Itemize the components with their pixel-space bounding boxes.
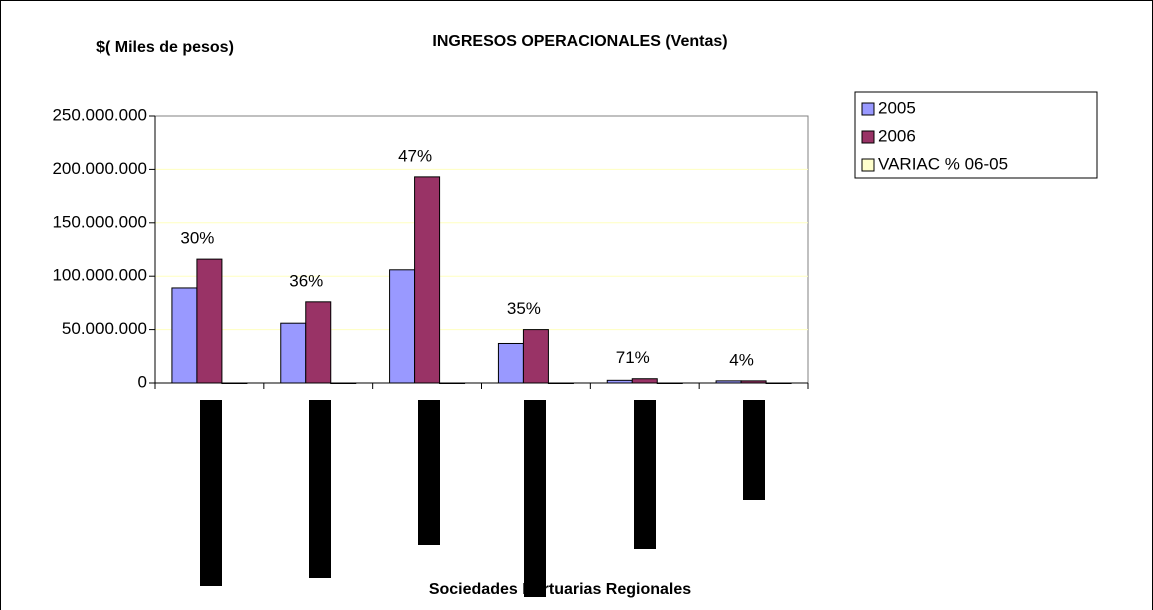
bar (656, 382, 683, 384)
x-axis-title: Sociedades Portuarias Regionales (429, 581, 691, 598)
bar (389, 269, 416, 384)
bar (280, 322, 307, 384)
y-axis-title: $( Miles de pesos) (96, 39, 234, 56)
chart-title: INGRESOS OPERACIONALES (Ventas) (432, 33, 727, 50)
legend-swatch (861, 102, 875, 116)
bar (765, 382, 792, 384)
y-tick-label: 50.000.000 (62, 319, 147, 338)
bar (740, 380, 767, 384)
legend-swatch (861, 130, 875, 144)
bar (497, 342, 524, 384)
label-block (309, 400, 331, 578)
bar (330, 382, 357, 384)
data-label: 4% (729, 350, 754, 369)
category-label-blocks (200, 400, 765, 597)
legend-label: VARIAC % 06-05 (878, 154, 1008, 173)
bar (522, 329, 549, 384)
label-block (200, 400, 222, 586)
bar (221, 382, 248, 384)
label-block (418, 400, 440, 545)
bar (439, 382, 466, 384)
bar (547, 382, 574, 384)
data-label: 71% (616, 348, 650, 367)
bar (196, 258, 223, 384)
bar (715, 380, 742, 384)
legend-label: 2006 (878, 126, 916, 145)
y-tick-label: 100.000.000 (52, 266, 147, 285)
legend-swatch (861, 158, 875, 172)
bar (414, 176, 441, 384)
bar (171, 287, 198, 384)
bar (606, 379, 633, 384)
data-label: 36% (289, 271, 323, 290)
data-label: 47% (398, 146, 432, 165)
y-tick-label: 200.000.000 (52, 159, 147, 178)
y-tick-label: 150.000.000 (52, 212, 147, 231)
bar (305, 301, 332, 384)
label-block (743, 400, 765, 500)
legend (854, 91, 1098, 179)
bar (631, 378, 658, 384)
plot-area (154, 115, 809, 384)
data-label: 30% (180, 229, 214, 248)
legend-label: 2005 (878, 98, 916, 117)
y-tick-label: 0 (138, 372, 147, 391)
label-block (634, 400, 656, 549)
y-tick-label: 250.000.000 (52, 105, 147, 124)
data-label: 35% (507, 299, 541, 318)
label-block (524, 400, 546, 597)
